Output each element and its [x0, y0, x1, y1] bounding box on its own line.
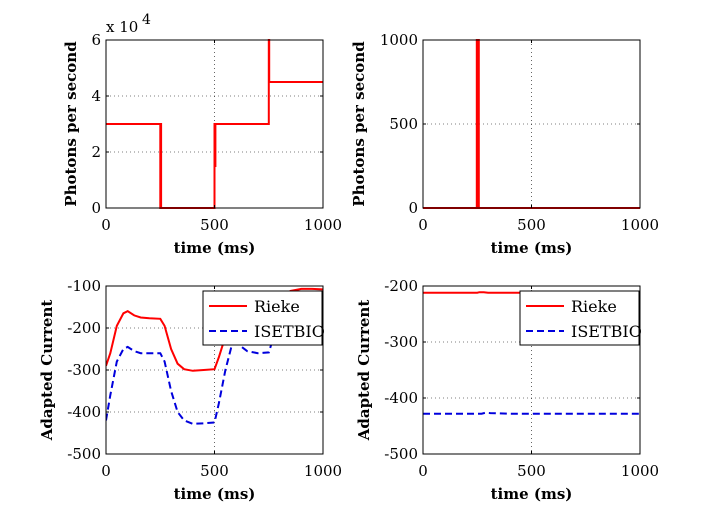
- y-tick-label: -300: [67, 361, 101, 379]
- y-tick-label: -200: [384, 277, 418, 295]
- x-axis-label: time (ms): [491, 239, 573, 257]
- y-tick-label: -300: [384, 333, 418, 351]
- x-tick-label: 1000: [621, 462, 659, 480]
- x-axis-label: time (ms): [174, 485, 256, 503]
- legend: Rieke ISETBIO: [202, 290, 325, 346]
- y-exponent-power: 4: [142, 12, 151, 28]
- x-tick-label: 0: [101, 462, 111, 480]
- y-tick-label: 0: [91, 199, 101, 217]
- x-tick-label: 500: [200, 216, 229, 234]
- y-axis-label: Photons per second: [62, 41, 80, 207]
- x-tick-label: 1000: [304, 462, 342, 480]
- x-tick-label: 0: [101, 216, 111, 234]
- x-tick-label: 1000: [304, 216, 342, 234]
- legend-box: [202, 290, 323, 346]
- y-tick-label: -400: [67, 403, 101, 421]
- x-axis-label: time (ms): [174, 239, 256, 257]
- legend-entry-label: Rieke: [571, 297, 617, 316]
- legend-entry-label: ISETBIO: [254, 322, 325, 341]
- y-tick-label: -400: [384, 389, 418, 407]
- x-axis-label: time (ms): [491, 485, 573, 503]
- y-tick-label: 6: [91, 31, 101, 49]
- x-tick-label: 500: [517, 462, 546, 480]
- chart-panel-2: 0 500 1000 0 500 1000 time (ms) Photons per sec…: [350, 31, 659, 257]
- y-tick-label: 4: [91, 87, 101, 105]
- chart-panel-3: 0 500 1000 -500 -400 -300 -200 -100 time (ms) Ada…: [38, 277, 342, 503]
- legend: Rieke ISETBIO: [519, 290, 642, 346]
- x-tick-label: 500: [517, 216, 546, 234]
- x-tick-label: 0: [418, 462, 428, 480]
- x-tick-label: 500: [200, 462, 229, 480]
- legend-entry-label: Rieke: [254, 297, 300, 316]
- y-tick-label: 0: [408, 199, 418, 217]
- y-tick-label: 2: [91, 143, 101, 161]
- y-tick-label: -200: [67, 319, 101, 337]
- y-axis-label: Adapted Current: [355, 300, 373, 442]
- series-line-isetbio: [423, 411, 640, 415]
- x-tick-label: 0: [418, 216, 428, 234]
- y-tick-label: -500: [67, 445, 101, 463]
- y-exponent-label: x 10: [106, 18, 138, 36]
- y-tick-label: -500: [384, 445, 418, 463]
- x-tick-label: 1000: [621, 216, 659, 234]
- chart-panel-4: 0 500 1000 -500 -400 -300 -200 time (ms) Adapted…: [355, 277, 659, 503]
- legend-entry-label: ISETBIO: [571, 322, 642, 341]
- legend-box: [519, 290, 640, 346]
- y-tick-label: 500: [389, 115, 418, 133]
- y-axis-label: Photons per second: [350, 41, 368, 207]
- y-tick-label: 1000: [380, 31, 418, 49]
- y-axis-label: Adapted Current: [38, 300, 56, 442]
- y-tick-label: -100: [67, 277, 101, 295]
